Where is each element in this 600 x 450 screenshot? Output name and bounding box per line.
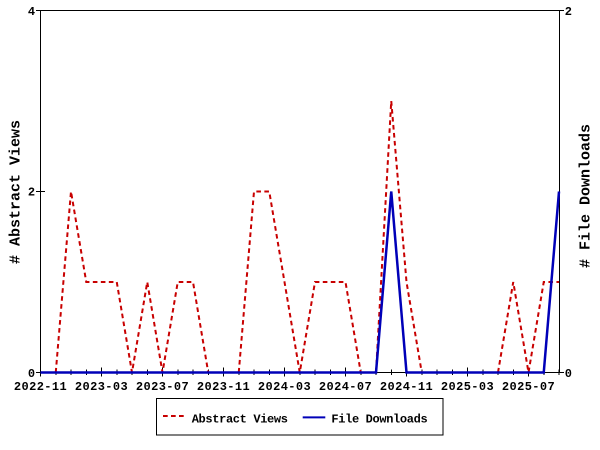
svg-text:File Downloads: File Downloads [331,412,427,426]
svg-text:2024-07: 2024-07 [319,380,372,394]
svg-text:0: 0 [565,367,573,381]
svg-text:2025-03: 2025-03 [441,380,494,394]
svg-text:2025-07: 2025-07 [502,380,555,394]
svg-text:2024-11: 2024-11 [380,380,433,394]
svg-text:# File Downloads: # File Downloads [578,124,595,268]
svg-text:# Abstract Views: # Abstract Views [8,120,25,264]
svg-text:2: 2 [28,185,36,199]
svg-text:2022-11: 2022-11 [14,380,67,394]
svg-text:2023-03: 2023-03 [75,380,128,394]
svg-text:0: 0 [28,367,36,381]
svg-text:2023-11: 2023-11 [197,380,250,394]
svg-text:4: 4 [28,5,36,19]
svg-text:2023-07: 2023-07 [136,380,189,394]
svg-text:2: 2 [565,5,573,19]
svg-text:2024-03: 2024-03 [258,380,311,394]
svg-text:Abstract Views: Abstract Views [192,412,288,426]
